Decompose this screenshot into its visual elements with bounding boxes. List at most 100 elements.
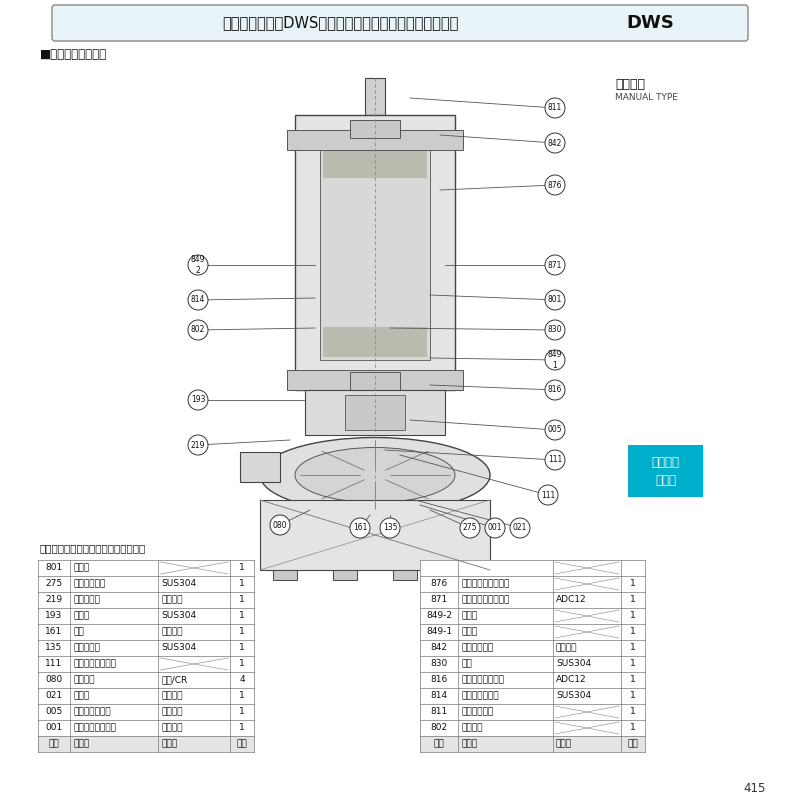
Text: 羽根車ボルト: 羽根車ボルト (73, 579, 106, 589)
Circle shape (545, 255, 565, 275)
Text: 876: 876 (430, 579, 448, 589)
Text: 021: 021 (46, 691, 62, 701)
Text: 080: 080 (273, 521, 287, 530)
Text: SUS304: SUS304 (161, 579, 196, 589)
Text: DWS: DWS (626, 14, 674, 32)
Text: 842: 842 (430, 643, 447, 653)
Circle shape (188, 320, 208, 340)
Text: 816: 816 (430, 675, 448, 685)
Text: 275: 275 (46, 579, 62, 589)
Bar (38, 704, 254, 720)
Bar (420, 656, 645, 672)
Bar (305, 390, 445, 435)
Text: 111: 111 (548, 455, 562, 465)
Text: 合成樹脂: 合成樹脂 (556, 643, 578, 653)
Text: 001: 001 (488, 523, 502, 533)
Text: ADC12: ADC12 (556, 675, 586, 685)
Text: 汚水汚物: 汚水汚物 (651, 455, 679, 469)
Text: 849-1: 849-1 (426, 627, 452, 637)
Text: SUS304: SUS304 (161, 643, 196, 653)
Circle shape (538, 485, 558, 505)
Bar (420, 640, 645, 656)
Text: ロータ: ロータ (73, 563, 89, 573)
Text: 005: 005 (548, 426, 562, 434)
Text: 802: 802 (191, 326, 205, 334)
Text: 1: 1 (630, 659, 636, 669)
Text: 814: 814 (430, 691, 447, 701)
Text: 1: 1 (239, 595, 245, 605)
Text: 玉軸受: 玉軸受 (461, 611, 477, 621)
Ellipse shape (260, 438, 490, 513)
Text: 1: 1 (630, 723, 636, 733)
Bar (350, 372, 400, 392)
Text: 193: 193 (190, 395, 206, 405)
Text: 部品名: 部品名 (73, 739, 89, 749)
Text: 羽根車: 羽根車 (73, 691, 89, 701)
Text: 水中ケーブル: 水中ケーブル (461, 707, 494, 717)
Text: SUS304: SUS304 (556, 659, 591, 669)
Text: 219: 219 (191, 441, 205, 450)
Text: 801: 801 (46, 563, 62, 573)
Text: ステータ: ステータ (461, 723, 482, 733)
Text: 注油栓: 注油栓 (73, 611, 89, 621)
Text: 876: 876 (548, 181, 562, 190)
Text: 161: 161 (353, 523, 367, 533)
Text: 個数: 個数 (237, 739, 247, 749)
Text: 849-2: 849-2 (426, 611, 452, 621)
Bar (420, 560, 645, 576)
Text: 負荷側ブラケット: 負荷側ブラケット (461, 675, 504, 685)
Text: 材　料: 材 料 (556, 739, 572, 749)
Text: 1: 1 (630, 707, 636, 717)
Text: 1: 1 (239, 627, 245, 637)
Bar (38, 576, 254, 592)
Text: 底板: 底板 (73, 627, 84, 637)
Circle shape (380, 518, 400, 538)
Bar (323, 148, 427, 178)
Bar (420, 592, 645, 608)
Text: 水処理: 水処理 (655, 474, 676, 486)
Text: 1: 1 (239, 579, 245, 589)
Text: 1: 1 (630, 643, 636, 653)
Circle shape (545, 420, 565, 440)
Bar (287, 130, 463, 150)
Text: 合成樹脂: 合成樹脂 (161, 627, 182, 637)
Circle shape (545, 380, 565, 400)
Text: 中間ケーシング: 中間ケーシング (73, 707, 110, 717)
Text: 1: 1 (239, 659, 245, 669)
Bar (287, 370, 463, 390)
Circle shape (188, 390, 208, 410)
Bar (453, 570, 477, 580)
Text: 1: 1 (630, 691, 636, 701)
Text: 1: 1 (239, 611, 245, 621)
FancyBboxPatch shape (52, 5, 748, 41)
Text: 811: 811 (430, 707, 448, 717)
Bar (38, 688, 254, 704)
Text: 849
2: 849 2 (190, 255, 206, 274)
Text: 電動機フレーム: 電動機フレーム (461, 691, 498, 701)
Text: 111: 111 (46, 659, 62, 669)
Text: 021: 021 (513, 523, 527, 533)
Text: 001: 001 (46, 723, 62, 733)
Bar (393, 570, 417, 580)
Circle shape (545, 350, 565, 370)
Bar (420, 704, 645, 720)
Text: 080: 080 (46, 675, 62, 685)
Text: 合成樹脂: 合成樹脂 (161, 707, 182, 717)
Text: 802: 802 (430, 723, 447, 733)
Bar (350, 120, 400, 138)
Text: 個数: 個数 (628, 739, 638, 749)
Bar (38, 672, 254, 688)
Circle shape (545, 175, 565, 195)
Text: 871: 871 (548, 261, 562, 270)
Bar (323, 327, 427, 357)
Text: ポンプケーシング: ポンプケーシング (73, 723, 116, 733)
Circle shape (460, 518, 480, 538)
Text: 4: 4 (239, 675, 245, 685)
Text: 193: 193 (46, 611, 62, 621)
Text: 871: 871 (430, 595, 448, 605)
Bar (273, 570, 297, 580)
Text: 135: 135 (46, 643, 62, 653)
Text: 1: 1 (239, 707, 245, 717)
Ellipse shape (295, 447, 455, 502)
Bar (320, 145, 430, 360)
